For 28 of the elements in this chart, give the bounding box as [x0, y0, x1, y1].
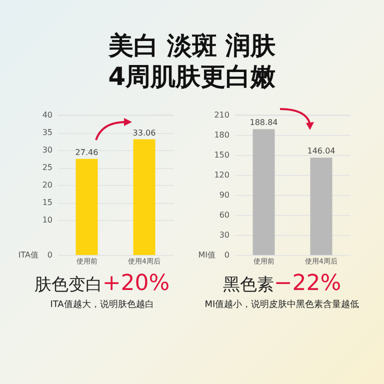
text: 肤色变白+20%	[33, 271, 171, 296]
y-tick-label: 25	[42, 163, 52, 172]
y-tick-label: 90	[219, 190, 230, 200]
text: 黑色素−22%	[222, 271, 342, 296]
y-tick-label: 15	[42, 198, 52, 207]
y-tick-label: 10	[42, 216, 52, 224]
text: MI值越小，说明皮肤中黑色素含量越低	[204, 298, 360, 311]
data-label: 27.46	[75, 148, 98, 157]
y-tick-label: 0	[224, 250, 230, 260]
y-tick-label: 180	[214, 130, 230, 140]
y-tick-label: 60	[219, 210, 230, 220]
y-tick-label: 20	[42, 180, 52, 190]
y-tick-label: 40	[42, 110, 52, 120]
y-axis-title: MI值	[198, 250, 216, 260]
y-tick-label: 150	[214, 150, 230, 160]
text: 美白 淡斑 润肤	[107, 30, 277, 61]
data-label: 188.84	[250, 118, 278, 128]
y-tick-label: 120	[214, 170, 230, 180]
y-tick-label: 35	[42, 128, 52, 137]
y-axis-title: ITA值	[18, 250, 38, 260]
y-tick-label: 30	[219, 230, 230, 240]
data-label: 146.04	[307, 146, 336, 156]
text: ITA值越大，说明肤色越白	[49, 298, 155, 311]
y-tick-label: 210	[214, 110, 230, 120]
text: 4周肌肤更白嫩	[107, 61, 277, 92]
data-label: 33.06	[132, 128, 156, 138]
y-tick-label: 30	[42, 146, 52, 154]
y-tick-label: 0	[47, 250, 52, 260]
